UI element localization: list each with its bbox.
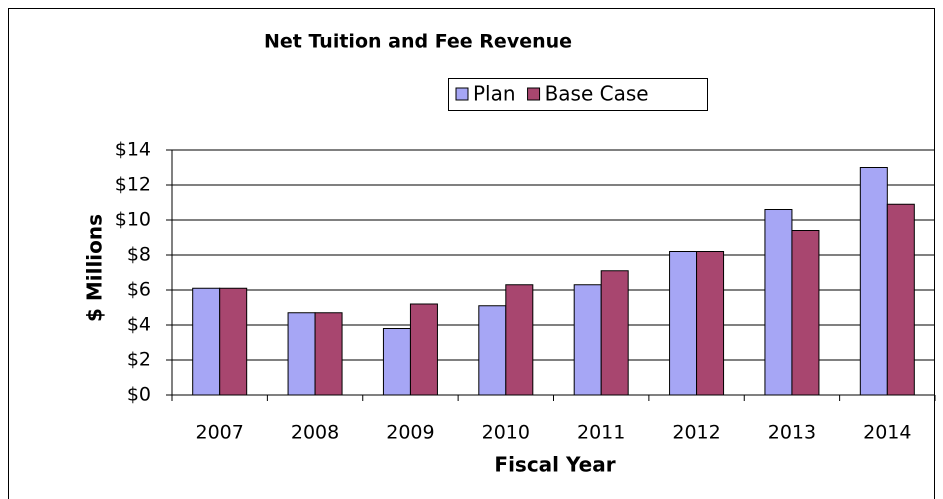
legend-swatch	[527, 87, 541, 101]
bar	[505, 284, 534, 396]
legend-box	[448, 78, 708, 111]
x-tick-label: 2007	[196, 422, 244, 444]
bar	[859, 167, 888, 396]
bar	[478, 305, 507, 396]
y-tick-label: $2	[127, 349, 151, 371]
y-tick-label: $12	[115, 174, 151, 196]
bar	[382, 328, 411, 396]
x-tick-label: 2013	[768, 422, 816, 444]
y-tick-label: $8	[127, 244, 151, 266]
x-axis-title: Fiscal Year	[494, 453, 615, 477]
bar	[573, 284, 602, 396]
y-tick-label: $6	[127, 279, 151, 301]
x-tick-label: 2011	[577, 422, 625, 444]
bar	[669, 251, 698, 396]
x-tick-label: 2008	[291, 422, 339, 444]
x-tick-label: 2010	[482, 422, 530, 444]
bar	[219, 287, 248, 396]
legend-label: Plan	[473, 82, 516, 106]
bar	[886, 203, 915, 396]
y-tick-label: $4	[127, 314, 151, 336]
y-axis-title: $ Millions	[83, 214, 107, 322]
bar	[791, 230, 820, 396]
legend-swatch	[455, 87, 469, 101]
bar	[764, 209, 793, 396]
chart-title: Net Tuition and Fee Revenue	[264, 31, 572, 53]
bar	[696, 251, 725, 396]
y-tick-label: $10	[115, 209, 151, 231]
y-tick-label: $0	[127, 384, 151, 406]
bar	[192, 287, 221, 396]
x-tick-label: 2009	[386, 422, 434, 444]
bar	[287, 312, 316, 396]
bar	[600, 270, 629, 396]
bar	[314, 312, 343, 396]
legend-label: Base Case	[545, 82, 649, 106]
x-tick-label: 2014	[863, 422, 911, 444]
bar	[409, 303, 438, 396]
x-tick-label: 2012	[672, 422, 720, 444]
y-tick-label: $14	[115, 139, 151, 161]
